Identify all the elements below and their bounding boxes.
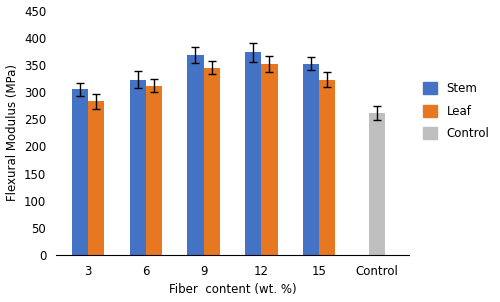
- Legend: Stem, Leaf, Control: Stem, Leaf, Control: [418, 78, 494, 145]
- X-axis label: Fiber  content (wt. %): Fiber content (wt. %): [168, 284, 296, 297]
- Bar: [130, 80, 146, 255]
- Bar: [319, 80, 336, 255]
- Bar: [146, 85, 162, 255]
- Bar: [204, 68, 220, 255]
- Bar: [262, 64, 278, 255]
- Bar: [245, 53, 262, 255]
- Bar: [369, 113, 385, 255]
- Y-axis label: Flexural Modulus (MPa): Flexural Modulus (MPa): [6, 64, 18, 201]
- Bar: [188, 55, 204, 255]
- Bar: [88, 101, 104, 255]
- Bar: [72, 89, 88, 255]
- Bar: [303, 64, 319, 255]
